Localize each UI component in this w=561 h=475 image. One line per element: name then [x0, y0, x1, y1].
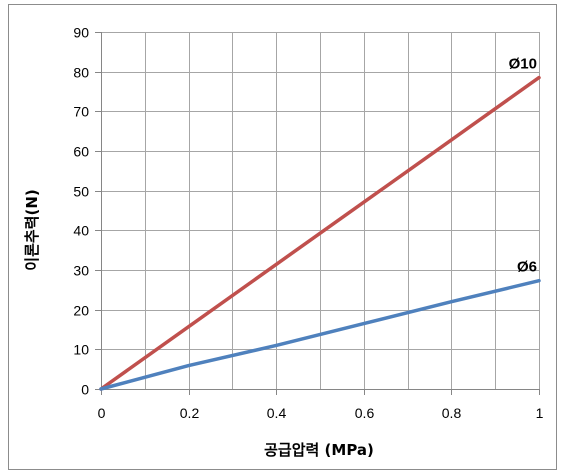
y-axis-title: 이론추력(N) — [23, 189, 41, 270]
x-tick-label: 0 — [98, 405, 106, 421]
y-tick-label: 0 — [81, 382, 89, 398]
axes — [95, 32, 540, 395]
y-tick-label: 30 — [73, 263, 89, 279]
y-tick-label: 70 — [73, 104, 89, 120]
x-tick-label: 0.2 — [180, 405, 200, 421]
x-tick-label: 0.8 — [442, 405, 462, 421]
x-tick-label: 0.4 — [267, 405, 287, 421]
series-label-1: Ø6 — [517, 259, 537, 276]
y-tick-label: 50 — [73, 184, 89, 200]
y-tick-label: 80 — [73, 65, 89, 81]
y-tick-labels: 0 10 20 30 40 50 60 70 80 90 — [73, 25, 89, 398]
y-tick-label: 90 — [73, 25, 89, 41]
chart-frame — [8, 4, 557, 470]
y-tick-label: 20 — [73, 303, 89, 319]
series-line-0 — [99, 75, 541, 391]
y-tick-label: 40 — [73, 223, 89, 239]
y-tick-label: 60 — [73, 144, 89, 160]
series-lines — [99, 75, 541, 391]
x-tick-label: 0.6 — [355, 405, 375, 421]
x-tick-label: 1 — [536, 405, 544, 421]
x-tick-labels: 0 0.2 0.4 0.6 0.8 1 — [98, 405, 544, 421]
y-tick-label: 10 — [73, 342, 89, 358]
series-line-1 — [99, 278, 541, 391]
x-axis-title: 공급압력 (MPa) — [264, 441, 374, 459]
series-labels: Ø10 Ø6 — [509, 56, 537, 276]
series-label-0: Ø10 — [509, 56, 537, 73]
